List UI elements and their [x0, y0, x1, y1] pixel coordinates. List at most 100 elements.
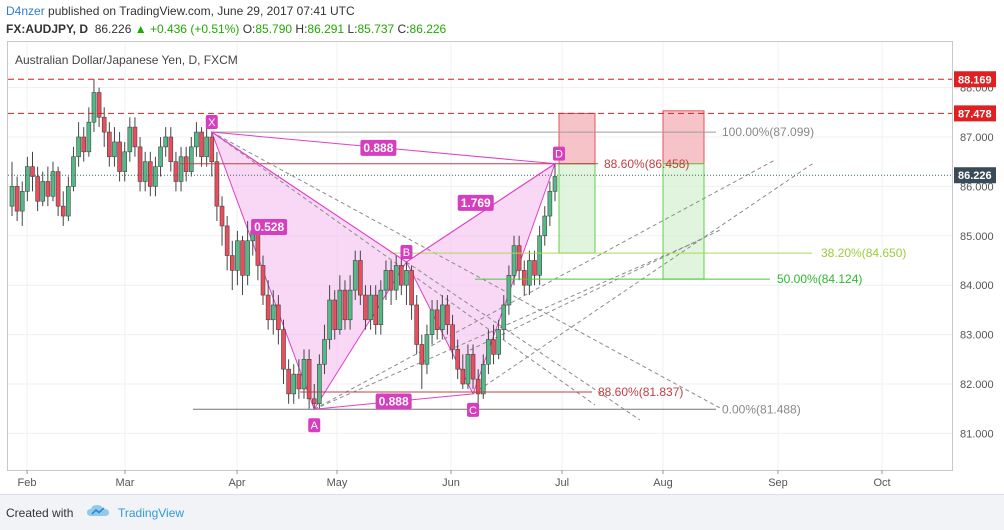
- candle-body: [363, 294, 368, 321]
- candle-body: [194, 131, 199, 148]
- candle-body: [322, 339, 327, 365]
- low-value: 85.737: [357, 22, 395, 36]
- candle-body: [30, 166, 35, 177]
- candle-body: [245, 240, 250, 276]
- publish-line: D4nzer published on TradingView.com, Jun…: [6, 4, 355, 18]
- candle-body: [317, 363, 322, 405]
- candle-body: [204, 136, 209, 158]
- candle-body: [342, 289, 348, 321]
- candle-body: [393, 265, 399, 291]
- candle-body: [55, 171, 61, 207]
- projection-line: [211, 131, 596, 406]
- time-tick-label: Apr: [228, 477, 245, 489]
- candle-body: [388, 270, 394, 291]
- price-axis-badge-label: 86.226: [958, 170, 992, 182]
- pattern-point-badge: [553, 146, 565, 161]
- time-tick-label: Jul: [555, 477, 569, 489]
- publish-info: published on TradingView.com, June 29, 2…: [48, 4, 355, 18]
- ratio-badge: [251, 219, 288, 236]
- tradingview-link[interactable]: TradingView: [118, 506, 185, 520]
- projection-line: [314, 239, 701, 410]
- ratio-label: 0.528: [254, 220, 284, 234]
- candle-body: [434, 309, 440, 330]
- candle-body: [66, 186, 71, 217]
- pattern-ratio-line: [211, 131, 407, 263]
- candle-body: [516, 245, 522, 271]
- candle-body: [358, 260, 363, 296]
- candle-body: [9, 186, 15, 207]
- price-tick-label: 87.000: [960, 132, 994, 144]
- price-axis-badge: [954, 105, 996, 122]
- pattern-point-badge: [467, 402, 480, 417]
- open-label: O:: [242, 22, 256, 36]
- projection-line: [472, 161, 816, 395]
- candle-body: [286, 368, 291, 395]
- candle-body: [214, 161, 220, 207]
- candle-body: [265, 294, 271, 321]
- candle-body: [142, 161, 148, 182]
- pattern-point-label: D: [555, 149, 563, 161]
- candle-body: [311, 398, 317, 405]
- fib-level-label: 38.20%(84.650): [821, 246, 906, 260]
- candle-body: [158, 146, 163, 167]
- candle-body: [40, 181, 46, 202]
- candle-body: [306, 358, 312, 400]
- fib-level-label: 88.60%(81.837): [598, 385, 683, 399]
- price-axis[interactable]: 81.000 82.000 83.000 84.000 85.000 86.000 87.0…: [954, 71, 996, 440]
- candle-body: [450, 324, 455, 350]
- price-axis-badge: [954, 71, 996, 88]
- candle-body: [260, 265, 266, 296]
- pattern-point-label: B: [403, 247, 410, 259]
- drawings-foreground: 100.00%(87.099) 88.60%(86.458) 38.20%(84.6…: [8, 78, 952, 433]
- close-value: 86.226: [409, 22, 447, 36]
- candles: [9, 79, 558, 410]
- fib-level-label: 100.00%(87.099): [722, 125, 814, 139]
- candle-body: [101, 116, 107, 133]
- candle-body: [148, 161, 153, 187]
- candle-body: [506, 275, 512, 306]
- chart-title: Australian Dollar/Japanese Yen, D, FXCM: [15, 53, 238, 67]
- time-tick-label: Aug: [653, 477, 673, 489]
- candle-body: [527, 260, 532, 286]
- candle-body: [496, 329, 501, 355]
- stop-box-2: [662, 110, 705, 165]
- author-link[interactable]: D4nzer: [6, 4, 45, 18]
- candle-body: [521, 270, 527, 286]
- footer: Created with TradingView: [0, 494, 1004, 530]
- time-axis[interactable]: Feb Mar Apr May Jun Jul Aug Sep Oct: [18, 470, 891, 489]
- candle-body: [224, 225, 230, 256]
- candle-body: [486, 339, 491, 365]
- candle-body: [199, 131, 204, 158]
- candle-body: [440, 304, 445, 330]
- candle-body: [91, 92, 97, 123]
- price-axis-badge: [954, 167, 996, 184]
- candle-body: [50, 171, 56, 197]
- candle-body: [112, 141, 117, 158]
- candle-body: [501, 304, 507, 330]
- candle-body: [270, 304, 276, 321]
- candle-body: [475, 378, 481, 395]
- price-chart[interactable]: 100.00%(87.099) 88.60%(86.458) 38.20%(84.6…: [0, 0, 1004, 494]
- candle-body: [132, 126, 138, 148]
- symbol-label: FX:AUDJPY, D: [6, 22, 89, 36]
- price-axis-badge-label: 87.478: [958, 108, 992, 120]
- ratio-label: 0.888: [363, 141, 393, 155]
- ratio-badge: [375, 393, 412, 410]
- candle-body: [347, 289, 353, 321]
- candle-body: [429, 309, 435, 335]
- projection-line: [469, 229, 721, 351]
- ratio-label: 0.888: [379, 395, 409, 409]
- candle-body: [378, 289, 384, 326]
- price-tick-label: 86.000: [960, 181, 994, 193]
- fib-level-label: 88.60%(86.458): [604, 157, 689, 171]
- candle-body: [45, 181, 51, 197]
- candle-body: [460, 368, 466, 385]
- candle-body: [455, 349, 460, 370]
- candle-body: [178, 156, 184, 182]
- candle-body: [352, 260, 358, 291]
- price-axis-badge-label: 88.169: [958, 74, 992, 86]
- high-label: H:: [295, 22, 308, 36]
- candle-body: [291, 373, 297, 395]
- candle-body: [255, 230, 261, 266]
- candle-body: [14, 186, 20, 212]
